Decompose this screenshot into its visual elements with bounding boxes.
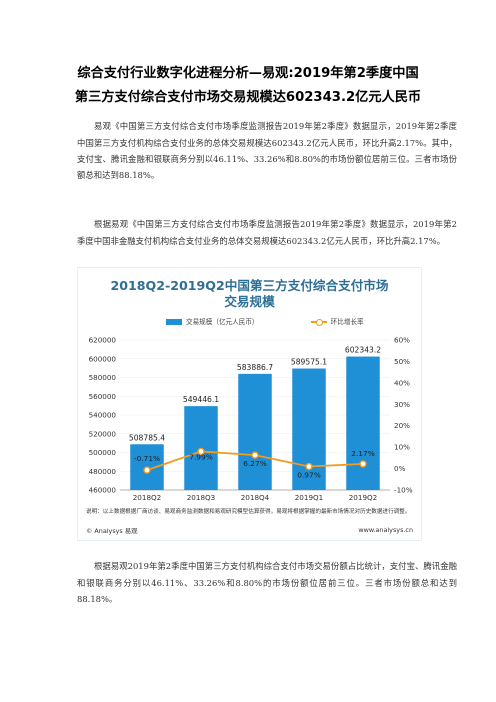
chart-title-line-1: 2018Q2-2019Q2中国第三方支付综合支付市场 bbox=[110, 278, 389, 293]
y-axis-left-tick: 600000 bbox=[89, 354, 117, 363]
x-axis-tick: 2019Q2 bbox=[349, 493, 378, 502]
y-axis-right-tick: -10% bbox=[394, 486, 413, 495]
y-axis-right-tick: 10% bbox=[394, 443, 410, 452]
x-axis-tick: 2019Q1 bbox=[295, 493, 324, 502]
growth-label: 0.97% bbox=[297, 470, 320, 479]
legend-bar-label: 交易规模（亿元人民币） bbox=[186, 318, 259, 326]
chart-title-line-2: 交易规模 bbox=[224, 294, 275, 309]
bar-value-label: 583886.7 bbox=[237, 363, 273, 372]
growth-point bbox=[251, 451, 259, 459]
y-axis-left-tick: 560000 bbox=[89, 392, 117, 401]
growth-point bbox=[143, 466, 151, 474]
x-axis-tick: 2018Q2 bbox=[133, 493, 162, 502]
legend-bar-swatch bbox=[166, 319, 182, 325]
y-axis-right-tick: 60% bbox=[394, 336, 410, 345]
bar-value-label: 549446.1 bbox=[183, 395, 219, 404]
y-axis-left-tick: 500000 bbox=[89, 448, 117, 457]
growth-label: 6.27% bbox=[243, 459, 266, 468]
bar-value-label: 602343.2 bbox=[345, 346, 381, 355]
y-axis-right-tick: 30% bbox=[394, 400, 410, 409]
y-axis-right-tick: 40% bbox=[394, 378, 410, 387]
bar-value-label: 589575.1 bbox=[291, 358, 327, 367]
y-axis-left-tick: 540000 bbox=[89, 411, 117, 420]
x-axis-tick: 2018Q4 bbox=[241, 493, 270, 502]
y-axis-left-tick: 480000 bbox=[89, 467, 117, 476]
article-title: 综合支付行业数字化进程分析—易观:2019年第2季度中国 第三方支付综合支付市场… bbox=[40, 62, 456, 110]
x-axis-tick: 2018Q3 bbox=[187, 493, 216, 502]
y-axis-right-tick: 50% bbox=[394, 357, 410, 366]
legend-line-label: 环比增长率 bbox=[330, 318, 364, 326]
paragraph-1: 易观《中国第三方支付综合支付市场季度监测报告2019年第2季度》数据显示，201… bbox=[77, 121, 457, 180]
legend-line-swatch bbox=[310, 319, 327, 326]
paragraph-2: 根据易观《中国第三方支付综合支付市场季度监测报告2019年第2季度》数据显示，2… bbox=[77, 219, 457, 246]
paragraph-3: 根据易观2019年第2季度中国第三方支付机构综合支付市场交易份额占比统计，支付宝… bbox=[77, 561, 457, 604]
y-axis-right-tick: 20% bbox=[394, 421, 410, 430]
y-axis-right-tick: 0% bbox=[394, 464, 406, 473]
growth-point bbox=[359, 460, 367, 468]
growth-point bbox=[305, 462, 313, 471]
y-axis-left-tick: 460000 bbox=[89, 486, 117, 495]
chart-note: 说明：以上数据根据厂商访谈、易观商务监测数据和易观研究模型估算获得，易观将根据掌… bbox=[86, 509, 411, 515]
transaction-scale-chart: 2018Q2-2019Q2中国第三方支付综合支付市场 交易规模 交易规模（亿元人… bbox=[77, 267, 422, 541]
y-axis-left-tick: 580000 bbox=[89, 373, 117, 382]
title-line-1: 综合支付行业数字化进程分析—易观:2019年第2季度中国 bbox=[77, 66, 419, 81]
title-line-2: 第三方支付综合支付市场交易规模达602343.2亿元人民币 bbox=[74, 90, 422, 105]
growth-point bbox=[197, 447, 205, 456]
y-axis-left-tick: 520000 bbox=[89, 429, 117, 438]
growth-label: 7.99% bbox=[189, 452, 212, 461]
source-website: www.analysys.cn bbox=[358, 526, 413, 534]
chart-title: 2018Q2-2019Q2中国第三方支付综合支付市场 交易规模 bbox=[78, 278, 421, 310]
bar bbox=[238, 373, 272, 490]
chart-legend: 交易规模（亿元人民币） 环比增长率 bbox=[166, 316, 364, 326]
bar bbox=[346, 356, 380, 490]
growth-label: 2.17% bbox=[351, 449, 374, 458]
bar-value-label: 508785.4 bbox=[129, 433, 165, 442]
source-logo: © Analysys 易观 bbox=[86, 527, 138, 535]
chart-plot: 620000 600000 580000 560000 540000 520000 5000… bbox=[89, 336, 413, 503]
y-axis-left-tick: 620000 bbox=[89, 336, 117, 345]
growth-label: -0.71% bbox=[134, 454, 160, 463]
